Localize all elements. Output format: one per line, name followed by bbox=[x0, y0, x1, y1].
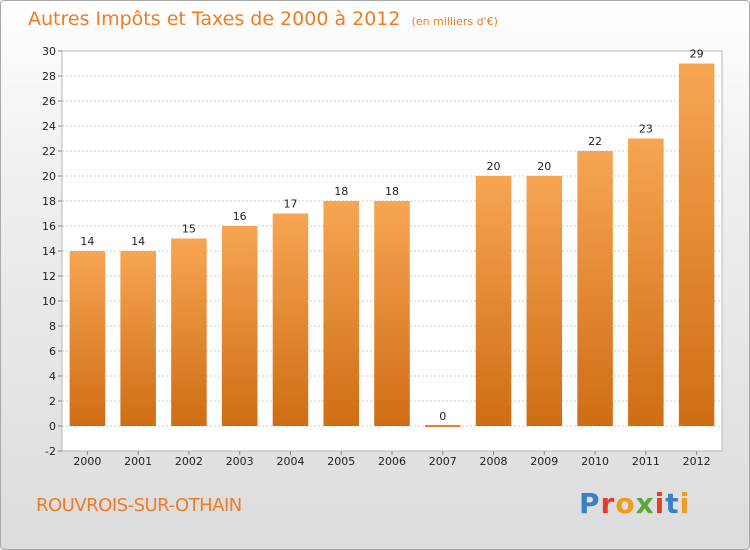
y-tick-label: 2 bbox=[49, 395, 56, 408]
y-tick-label: 22 bbox=[42, 145, 56, 158]
data-label: 29 bbox=[690, 48, 704, 61]
data-label: 0 bbox=[439, 410, 446, 423]
y-tick-label: 0 bbox=[49, 420, 56, 433]
bar bbox=[323, 201, 359, 426]
logo-letter: P bbox=[579, 487, 601, 520]
chart-title-unit: (en milliers d'€) bbox=[411, 15, 498, 28]
y-tick-label: 28 bbox=[42, 70, 56, 83]
data-label: 20 bbox=[487, 160, 501, 173]
y-tick-label: -2 bbox=[45, 445, 56, 458]
bar bbox=[171, 238, 207, 426]
x-tick-label: 2007 bbox=[429, 455, 457, 468]
y-tick-label: 4 bbox=[49, 370, 56, 383]
x-tick-label: 2012 bbox=[683, 455, 711, 468]
bar bbox=[221, 226, 258, 426]
data-label: 16 bbox=[233, 210, 247, 223]
data-label: 17 bbox=[283, 198, 297, 211]
chart-title-main: Autres Impôts et Taxes de 2000 à 2012 bbox=[28, 8, 401, 30]
bar bbox=[374, 201, 410, 426]
y-tick-label: 24 bbox=[42, 120, 56, 133]
chart-title: Autres Impôts et Taxes de 2000 à 2012 (e… bbox=[28, 8, 498, 30]
bar bbox=[577, 151, 613, 426]
y-tick-label: 20 bbox=[42, 170, 56, 183]
y-tick-label: 8 bbox=[49, 320, 56, 333]
logo-letter: t bbox=[665, 487, 680, 520]
bar bbox=[526, 176, 563, 426]
x-tick-label: 2006 bbox=[378, 455, 406, 468]
bar bbox=[272, 213, 309, 426]
x-tick-label: 2000 bbox=[73, 455, 101, 468]
y-tick-label: 14 bbox=[42, 245, 56, 258]
logo-letter: i bbox=[654, 487, 666, 520]
bar bbox=[425, 425, 461, 427]
data-label: 14 bbox=[131, 235, 145, 248]
x-tick-label: 2010 bbox=[581, 455, 609, 468]
x-tick-label: 2008 bbox=[480, 455, 508, 468]
y-tick-label: 18 bbox=[42, 195, 56, 208]
x-tick-label: 2011 bbox=[632, 455, 660, 468]
bar bbox=[678, 63, 715, 426]
y-tick-label: 12 bbox=[42, 270, 56, 283]
data-label: 14 bbox=[80, 235, 94, 248]
data-label: 18 bbox=[334, 185, 348, 198]
bar bbox=[628, 138, 664, 426]
bar bbox=[120, 251, 156, 426]
logo-letter: r bbox=[600, 487, 616, 520]
data-label: 22 bbox=[588, 135, 602, 148]
logo-letter: i bbox=[679, 487, 691, 520]
data-label: 20 bbox=[537, 160, 551, 173]
data-label: 15 bbox=[182, 223, 196, 236]
logo-letter: x bbox=[635, 487, 655, 520]
logo-letter: o bbox=[615, 487, 636, 520]
commune-name: ROUVROIS-SUR-OTHAIN bbox=[36, 495, 242, 516]
x-tick-label: 2001 bbox=[124, 455, 152, 468]
y-tick-label: 10 bbox=[42, 295, 56, 308]
y-tick-label: 26 bbox=[42, 95, 56, 108]
x-tick-label: 2002 bbox=[175, 455, 203, 468]
data-label: 23 bbox=[639, 123, 653, 136]
y-tick-label: 6 bbox=[49, 345, 56, 358]
bar bbox=[69, 251, 106, 426]
x-tick-label: 2004 bbox=[276, 455, 304, 468]
proxiti-logo: Proxiti bbox=[579, 487, 690, 520]
bar bbox=[475, 176, 512, 426]
x-tick-label: 2009 bbox=[530, 455, 558, 468]
y-tick-label: 30 bbox=[42, 45, 56, 58]
y-tick-label: 16 bbox=[42, 220, 56, 233]
data-label: 18 bbox=[385, 185, 399, 198]
x-tick-label: 2003 bbox=[226, 455, 254, 468]
x-tick-label: 2005 bbox=[327, 455, 355, 468]
